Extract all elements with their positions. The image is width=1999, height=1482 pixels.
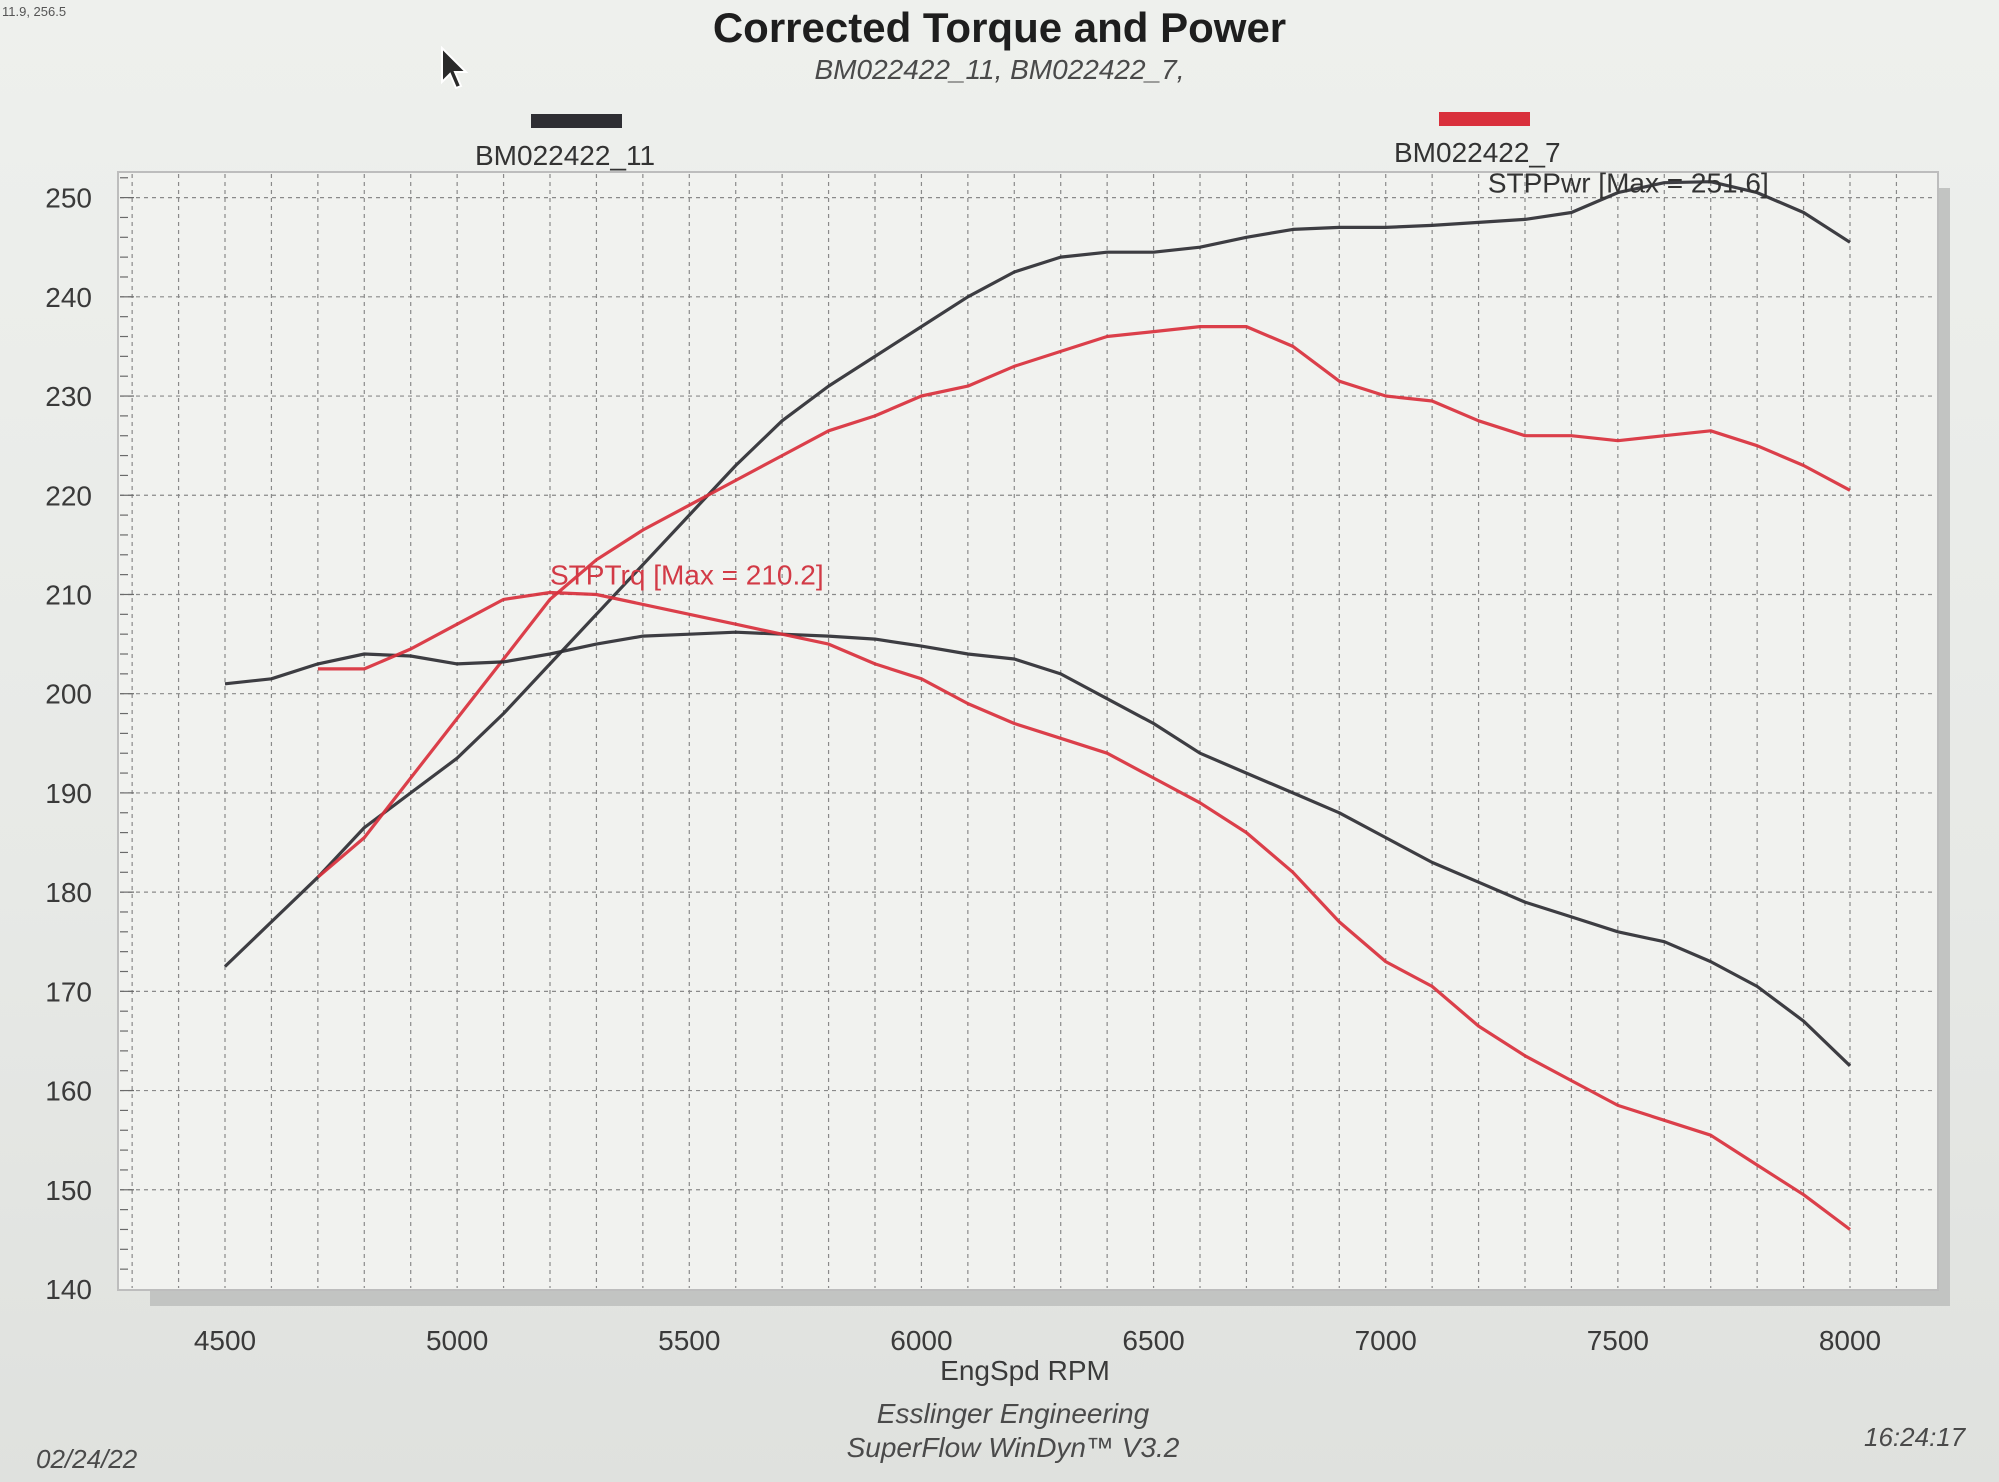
chart-annotations: STPPwr [Max = 251.6] STPTrq [Max = 210.2] <box>550 168 1769 591</box>
x-tick-label: 7000 <box>1355 1325 1417 1356</box>
footer-software: SuperFlow WinDyn™ V3.2 <box>846 1432 1180 1463</box>
y-tick-label: 210 <box>45 579 92 610</box>
plot-area <box>117 171 1939 1291</box>
series-line-BM022422_11-STPTrq <box>224 630 1852 1067</box>
footer-company: Esslinger Engineering <box>876 1398 1150 1429</box>
annotation-label: STPPwr [Max = 251.6] <box>1488 168 1769 199</box>
y-tick-label: 150 <box>45 1175 92 1206</box>
x-tick-label: 4500 <box>194 1325 256 1356</box>
legend-label-series-2: BM022422_7 <box>1394 137 1561 168</box>
cursor-coordinate-readout: 11.9, 256.5 <box>2 4 67 19</box>
footer-time: 16:24:17 <box>1864 1422 1966 1452</box>
x-tick-label: 6000 <box>890 1325 952 1356</box>
x-tick-label: 7500 <box>1587 1325 1649 1356</box>
x-tick-label: 5500 <box>658 1325 720 1356</box>
series-line-BM022422_7-STPPwr <box>316 325 1851 879</box>
mouse-pointer-icon <box>440 45 470 97</box>
y-tick-label: 250 <box>45 183 92 214</box>
y-tick-label: 140 <box>45 1274 92 1305</box>
x-tick-label: 6500 <box>1122 1325 1184 1356</box>
y-axis-ticks: 140 150 160 170 180 190 200 210 220 230 240 250 <box>45 183 92 1305</box>
legend-label-series-1: BM022422_11 <box>475 140 656 171</box>
y-tick-label: 240 <box>45 282 92 313</box>
x-axis-ticks: 4500 5000 5500 6000 6500 7000 7500 8000 <box>194 1325 1881 1356</box>
y-tick-label: 220 <box>45 480 92 511</box>
legend-swatch-series-1 <box>531 114 622 128</box>
series-line-BM022422_7-STPTrq <box>317 590 1851 1231</box>
y-tick-label: 200 <box>45 679 92 710</box>
grid <box>120 174 1936 1288</box>
chart-subtitle: BM022422_11, BM022422_7, <box>814 54 1185 85</box>
legend-swatch-series-2 <box>1439 112 1530 126</box>
y-tick-label: 160 <box>45 1076 92 1107</box>
y-tick-label: 170 <box>45 976 92 1007</box>
y-tick-label: 190 <box>45 778 92 809</box>
footer-date: 02/24/22 <box>36 1444 138 1474</box>
y-tick-label: 230 <box>45 381 92 412</box>
series-line-BM022422_11-STPPwr <box>223 180 1851 968</box>
x-tick-label: 8000 <box>1819 1325 1881 1356</box>
annotation-label: STPTrq [Max = 210.2] <box>550 560 824 591</box>
x-axis-label: EngSpd RPM <box>940 1355 1110 1386</box>
x-tick-label: 5000 <box>426 1325 488 1356</box>
series-lines <box>223 180 1852 1231</box>
chart-title: Corrected Torque and Power <box>712 4 1287 51</box>
y-tick-label: 180 <box>45 877 92 908</box>
